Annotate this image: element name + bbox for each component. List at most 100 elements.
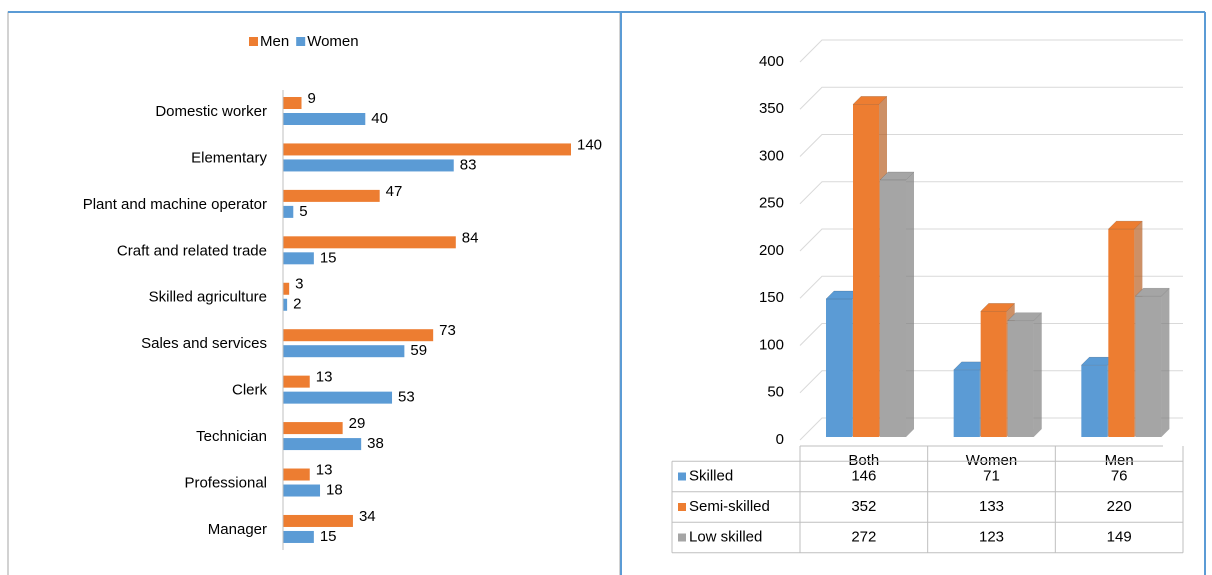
data-label: 3 [295,276,303,293]
data-label: 13 [316,369,333,386]
bar [283,189,380,202]
column-side-tint [1161,288,1170,437]
column-front [853,104,879,438]
grid-line [799,39,1183,63]
column [879,171,915,437]
legend-swatch [678,472,686,481]
table-row-label: Low skilled [689,528,762,545]
legend-swatch [678,503,686,511]
category-label: Sales and services [141,335,267,352]
data-label: 34 [359,508,376,525]
data-label: 15 [320,528,337,545]
table-cell: 71 [983,467,1000,484]
table-cell: 133 [979,498,1004,515]
category-label: Domestic worker [155,103,267,120]
data-label: 13 [316,461,333,478]
y-tick-label: 300 [759,147,784,164]
y-tick-label: 100 [759,336,784,353]
y-tick-label: 0 [776,431,784,448]
column [1007,312,1043,437]
data-label: 18 [326,481,343,498]
bar [283,282,290,295]
bar [283,205,294,218]
bar [283,375,310,388]
bar [283,530,314,543]
legend-swatch [678,533,686,542]
data-label: 53 [398,389,415,406]
data-label: 84 [462,229,479,246]
table-cell: 272 [851,528,876,545]
table-cell: 220 [1107,498,1132,515]
data-label: 59 [410,342,427,359]
category-label: Professional [184,474,267,491]
data-label: 15 [320,249,337,266]
data-label: 2 [293,296,301,313]
bar [283,468,310,481]
category-label: Technician [196,428,267,445]
y-tick-label: 50 [767,384,784,401]
category-label: Manager [208,521,267,538]
table-cell: 146 [851,467,876,484]
bar [283,422,343,435]
table-header: Men [1105,452,1134,469]
column-front [953,369,980,437]
y-tick-label: 200 [759,242,784,259]
legend-swatch [296,37,306,46]
bar [283,298,288,311]
data-label: 38 [367,435,384,452]
bar [283,113,366,125]
table-row-label: Skilled [689,467,733,484]
grid-line [799,86,1183,110]
bar [283,391,393,404]
column-front [980,311,1007,437]
table-cell: 149 [1107,528,1132,545]
bar [283,236,456,249]
grid-line [799,323,1183,346]
bar [283,159,454,172]
bar [283,514,353,527]
bar [283,252,314,265]
y-tick-label: 250 [759,195,784,212]
data-label: 40 [371,110,388,127]
legend-label: Women [307,33,358,50]
category-label: Clerk [232,382,268,399]
grid-line [799,370,1183,394]
column-front [1135,296,1162,437]
grid-line [799,275,1183,299]
grid-line [799,417,1183,441]
column-side-tint [906,171,914,437]
column-front [1007,320,1034,437]
bar [283,97,302,109]
column-front [1108,229,1135,437]
bar [283,438,362,451]
data-label: 83 [460,156,477,173]
column [1134,287,1170,437]
data-label: 29 [349,415,366,432]
y-tick-label: 350 [759,100,784,117]
category-label: Craft and related trade [117,242,267,259]
data-label: 47 [386,183,403,200]
legend-swatch [249,37,258,46]
table-cell: 123 [979,528,1004,545]
table-header: Both [848,452,879,469]
y-tick-label: 400 [759,53,784,70]
bar [283,345,405,358]
legend-label: Men [260,33,289,50]
grid-line [799,134,1183,157]
category-label: Skilled agriculture [149,289,267,306]
table-cell: 352 [851,498,876,515]
column-front [1081,365,1108,437]
grid-line [799,228,1183,252]
category-label: Elementary [191,149,267,166]
table-cell: 76 [1111,467,1128,484]
column-side-tint [1033,312,1042,437]
category-label: Plant and machine operator [83,196,267,213]
data-label: 9 [308,90,316,107]
data-label: 73 [439,322,456,339]
column-front [880,179,906,437]
bar [283,484,321,497]
table-row-label: Semi-skilled [689,498,770,515]
y-tick-label: 150 [759,289,784,306]
data-label: 140 [577,136,602,153]
